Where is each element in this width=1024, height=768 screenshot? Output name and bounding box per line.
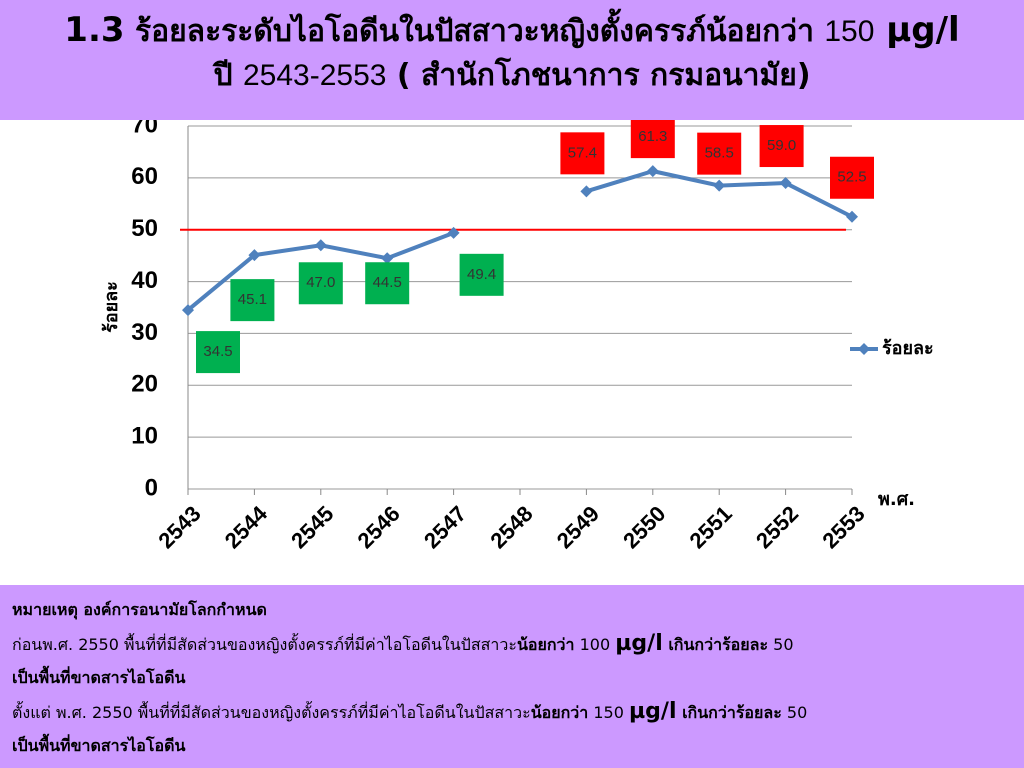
note: หมายเหตุ องค์การอนามัยโลกกำหนด (12, 600, 267, 619)
note: 50 (768, 635, 794, 654)
marker (846, 210, 858, 223)
marker (580, 185, 593, 198)
title-part: 1.3 (64, 10, 125, 50)
data-label: 57.4 (568, 144, 597, 161)
marker (248, 249, 261, 262)
note: น้อยกว่า (530, 703, 589, 722)
note: ตั้งแต่ พ.ศ. 2550 พื้นที่ที่มีสัดส่วนของ… (12, 703, 531, 722)
data-label: 44.5 (373, 274, 402, 291)
note: 50 (781, 703, 808, 722)
x-tick-label: 2552 (751, 501, 803, 553)
note: µg/l (615, 631, 663, 656)
x-axis-label: พ.ศ. (878, 489, 915, 510)
subtitle: ปี 2543-2553 ( สำนักโภชนาการ กรมอนามัย) (0, 54, 1024, 98)
title: 1.3 ร้อยละระดับไอโอดีนในปัสสาวะหญิงตั้งค… (0, 0, 1024, 54)
x-tick-label: 2547 (419, 501, 471, 553)
marker (646, 165, 659, 178)
marker (381, 252, 394, 265)
data-label: 49.4 (467, 266, 496, 283)
note: เกินกว่าร้อยละ (662, 635, 769, 654)
note: เกินกว่าร้อยละ (676, 703, 782, 722)
y-tick-label: 10 (131, 422, 158, 449)
subtitle-part: ปี (213, 58, 243, 93)
note: ก่อนพ.ศ. 2550 พื้นที่ที่มีสัดส่วนของหญิง… (12, 635, 517, 654)
title-part: 150 (824, 15, 875, 48)
note: น้อยกว่า (516, 635, 575, 654)
label-box (697, 132, 742, 175)
x-tick-label: 2544 (220, 500, 273, 553)
x-tick-label: 2546 (353, 501, 405, 553)
subtitle-part: 2543-2553 (242, 59, 387, 92)
data-label: 45.1 (238, 291, 267, 308)
x-tick-label: 2548 (485, 501, 537, 553)
y-tick-label: 50 (131, 215, 158, 242)
x-tick-label: 2545 (286, 501, 338, 553)
marker (779, 177, 792, 190)
label-box (196, 331, 240, 374)
title-part: µg/l (874, 10, 960, 50)
x-tick-label: 2553 (817, 501, 869, 553)
note: 150 (588, 703, 629, 722)
data-label: 59.0 (767, 137, 796, 154)
legend-label: ร้อยละ (882, 338, 934, 359)
y-tick-label: 40 (131, 267, 158, 294)
y-tick-label: 60 (131, 163, 158, 190)
data-label: 47.0 (306, 274, 335, 291)
x-tick-label: 2550 (618, 501, 670, 553)
x-tick-label: 2543 (153, 501, 205, 553)
label-box (759, 125, 804, 168)
y-tick-label: 30 (131, 319, 158, 346)
header: 1.3 ร้อยละระดับไอโอดีนในปัสสาวะหญิงตั้งค… (0, 0, 1024, 120)
label-box (230, 279, 275, 322)
data-label: 61.3 (638, 128, 667, 145)
label-box (560, 132, 605, 175)
marker (314, 239, 327, 252)
marker (182, 304, 194, 317)
x-tick-label: 2551 (685, 501, 737, 553)
label-box (630, 116, 675, 159)
note: 100 (574, 635, 616, 654)
label-box (830, 156, 874, 199)
label-box (365, 262, 410, 305)
data-label: 52.5 (837, 169, 866, 186)
marker (447, 226, 460, 239)
marker (713, 179, 726, 192)
notes: หมายเหตุ องค์การอนามัยโลกกำหนด ก่อนพ.ศ. … (0, 585, 1024, 768)
data-label: 58.5 (705, 145, 734, 162)
legend-marker (858, 343, 870, 355)
note: µg/l (628, 699, 677, 724)
note: เป็นพื้นที่ขาดสารไอโอดีน (12, 736, 186, 755)
title-part: ร้อยละระดับไอโอดีนในปัสสาวะหญิงตั้งครรภ์… (124, 14, 825, 49)
y-tick-label: 20 (131, 371, 158, 398)
note: เป็นพื้นที่ขาดสารไอโอดีน (12, 668, 186, 687)
data-label: 34.5 (203, 343, 232, 360)
series-line (186, 169, 853, 312)
x-tick-label: 2549 (552, 501, 604, 553)
y-axis-label: ร้อยละ (101, 281, 122, 333)
label-box (298, 262, 343, 305)
label-box (459, 253, 504, 296)
y-tick-label: 0 (145, 474, 158, 501)
subtitle-part: ( สำนักโภชนาการ กรมอนามัย) (386, 58, 811, 93)
